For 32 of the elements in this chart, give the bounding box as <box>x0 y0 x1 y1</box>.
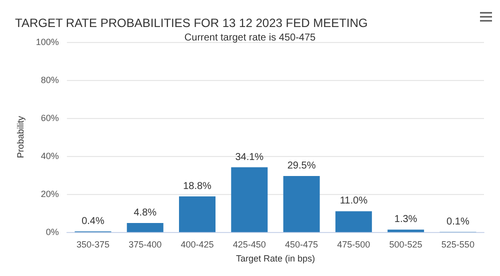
y-tick-label: 0% <box>46 227 59 238</box>
x-tick-label: 350-375 <box>76 240 110 250</box>
data-label: 29.5% <box>287 160 316 172</box>
y-tick-label: 40% <box>40 151 59 162</box>
data-label: 0.1% <box>446 216 470 228</box>
data-label: 1.3% <box>394 214 418 226</box>
x-tick-label: 525-550 <box>441 240 474 250</box>
y-tick-label: 100% <box>36 37 59 47</box>
bar <box>335 211 372 232</box>
data-label: 0.4% <box>82 216 104 227</box>
bar <box>231 167 268 232</box>
data-label: 11.0% <box>340 196 368 207</box>
bar <box>283 176 320 232</box>
data-label: 18.8% <box>183 180 212 192</box>
chart-subtitle: Current target rate is 450-475 <box>184 32 316 44</box>
x-tick-label: 475-500 <box>337 240 370 250</box>
x-tick-label: 500-525 <box>389 240 422 250</box>
y-tick-label: 80% <box>40 75 59 86</box>
x-tick-label: 450-475 <box>285 240 318 250</box>
x-tick-label: 400-425 <box>180 240 214 250</box>
data-label: 4.8% <box>134 207 157 218</box>
x-tick-label: 425-450 <box>232 240 266 250</box>
chart-title: TARGET RATE PROBABILITIES FOR 13 12 2023 FED MEETING <box>15 16 368 30</box>
x-tick-label: 375-400 <box>128 240 162 250</box>
y-tick-label: 20% <box>40 189 59 200</box>
bar <box>126 222 164 232</box>
x-axis-title: Target Rate (in bps) <box>236 254 315 264</box>
data-label: 34.1% <box>235 152 264 163</box>
bar <box>388 230 424 232</box>
bar <box>179 196 216 232</box>
y-axis-title: Probability <box>16 116 26 158</box>
y-tick-label: 60% <box>40 113 59 124</box>
